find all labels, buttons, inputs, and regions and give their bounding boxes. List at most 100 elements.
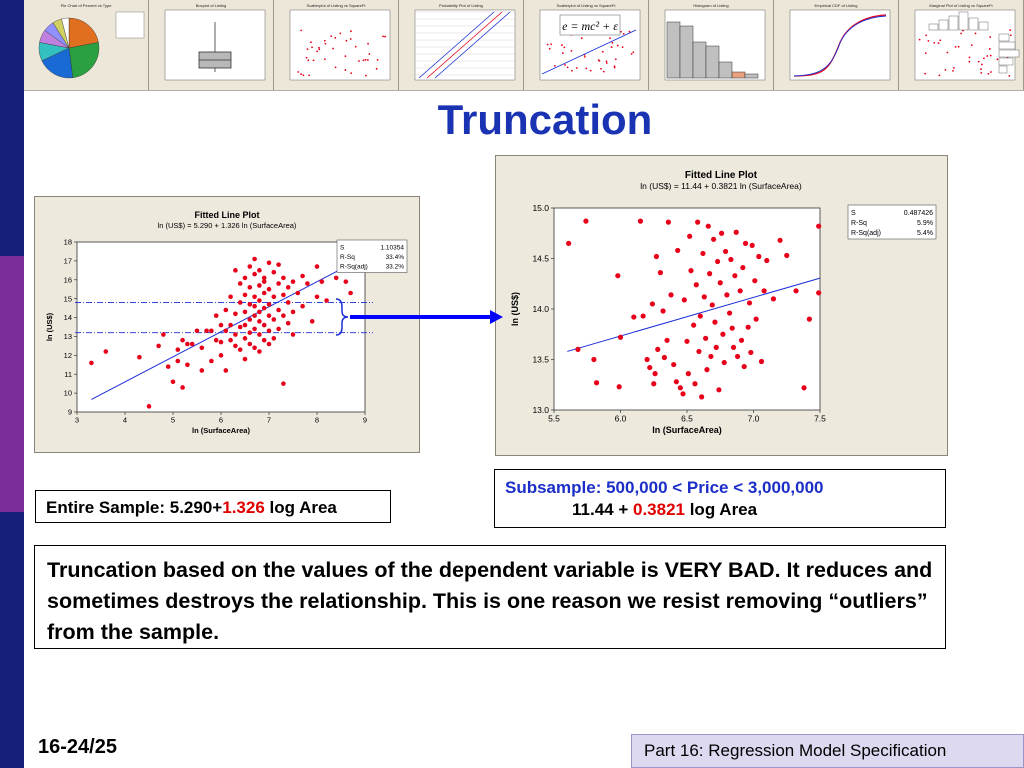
thumbnail-point	[367, 42, 369, 45]
thumbnail-title: Scatterplot of Listing vs SquareFt	[306, 3, 366, 8]
y-tick-label: 13	[64, 332, 72, 341]
data-point	[665, 219, 671, 225]
y-tick-label: 13.0	[532, 405, 549, 415]
marginal-bar	[958, 11, 969, 31]
y-tick-label: 13.5	[532, 354, 549, 364]
x-tick-label: 6	[219, 416, 223, 425]
thumbnail-point	[368, 53, 371, 55]
data-point	[281, 381, 286, 386]
data-point	[237, 347, 243, 352]
data-point	[213, 337, 219, 343]
data-point	[713, 344, 719, 350]
data-point	[156, 343, 161, 349]
equation-box	[559, 14, 621, 36]
side-bar-middle-segment	[0, 256, 24, 512]
thumbnail-plot-area	[289, 9, 391, 81]
data-point	[793, 288, 799, 294]
data-point	[146, 404, 152, 409]
data-point	[252, 294, 257, 300]
stats-label: R-Sq	[340, 254, 355, 261]
data-point	[640, 313, 646, 319]
data-point	[657, 270, 663, 276]
thumbnail-point	[307, 59, 310, 62]
thumbnail-point	[354, 45, 357, 48]
data-point	[343, 279, 349, 284]
data-point	[738, 337, 745, 343]
data-point	[717, 280, 723, 286]
thumbnail-point	[986, 55, 989, 57]
data-point	[741, 363, 747, 370]
chart-title: Fitted Line Plot	[195, 210, 260, 220]
data-point	[180, 337, 185, 343]
thumbnail-point	[561, 44, 563, 46]
thumbnail-point	[350, 30, 352, 33]
data-point	[722, 248, 729, 255]
data-point	[242, 336, 248, 341]
data-point	[681, 297, 687, 303]
data-point	[103, 349, 109, 354]
data-point	[218, 339, 224, 345]
thumbnail-point	[946, 51, 949, 54]
data-point	[583, 218, 589, 224]
chart-subtitle: ln (US$) = 5.290 + 1.326 ln (SurfaceArea…	[158, 221, 297, 230]
x-tick-label: 7.5	[814, 414, 826, 424]
data-point	[242, 309, 248, 315]
data-point	[285, 300, 291, 305]
thumbnail-point	[349, 38, 352, 40]
data-point	[714, 258, 721, 265]
thumbnail-pie: Pie Chart of Percent vs Type	[24, 0, 149, 90]
stats-label: R-Sq(adj)	[340, 264, 368, 271]
thumbnail-point	[323, 58, 326, 61]
thumbnail-point	[585, 67, 588, 70]
equation-text: e = mc² + ε	[562, 19, 618, 33]
data-point	[734, 353, 741, 360]
data-point	[257, 283, 262, 288]
thumbnail-point	[376, 58, 379, 61]
thumbnail-point	[384, 35, 386, 38]
thumbnail-point	[954, 45, 957, 48]
thumbnail-point	[953, 67, 955, 69]
data-point	[348, 290, 353, 296]
thumbnail-point	[316, 50, 319, 53]
data-point	[707, 271, 713, 277]
data-point	[175, 358, 181, 364]
data-point	[777, 237, 783, 243]
thumbnail-point	[939, 39, 942, 42]
thumbnail-graphic: e = mc² + ε	[539, 9, 641, 81]
data-point	[631, 314, 637, 320]
pie-slice	[61, 17, 70, 49]
data-point	[175, 347, 181, 352]
thumbnail-point	[339, 32, 342, 35]
data-point	[593, 380, 600, 386]
data-point	[237, 300, 243, 305]
data-point	[223, 307, 229, 313]
x-tick-label: 5	[171, 416, 175, 425]
thumbnail-point	[364, 58, 367, 61]
fit-line	[567, 277, 821, 352]
thumbnail-histogram: Histogram of Listing	[649, 0, 774, 90]
data-point	[699, 394, 705, 400]
thumbnail-point	[1008, 74, 1011, 77]
data-point	[261, 322, 267, 328]
arrow-head-icon	[490, 310, 503, 324]
data-point	[806, 316, 812, 322]
marginal-bar	[998, 57, 1014, 66]
data-point	[137, 354, 142, 360]
entire-sample-prefix: Entire Sample: 5.290+	[46, 498, 223, 517]
data-point	[252, 303, 257, 309]
thumbnail-point	[918, 38, 921, 41]
y-tick-label: 14.0	[532, 304, 549, 314]
thumbnail-point	[324, 42, 327, 45]
data-point	[266, 286, 272, 292]
data-point	[266, 313, 272, 318]
data-point	[218, 353, 224, 358]
thumbnail-point	[944, 68, 947, 71]
data-point	[185, 341, 190, 347]
histogram-bar	[744, 73, 759, 79]
thumbnail-point	[366, 59, 369, 61]
thumbnail-point	[308, 74, 310, 77]
data-point	[685, 371, 691, 377]
thumbnail-point	[318, 46, 320, 49]
y-tick-label: 14.5	[532, 253, 549, 263]
thumbnail-point	[564, 64, 566, 66]
